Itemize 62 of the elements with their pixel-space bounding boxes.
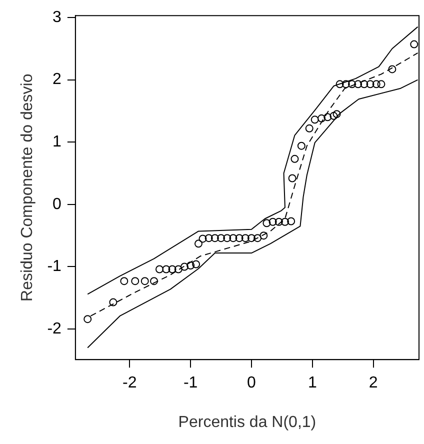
point [168, 265, 176, 274]
point [140, 277, 149, 286]
y-tick-label: 3 [52, 8, 62, 26]
y-tick-label: 2 [52, 71, 62, 88]
point [372, 80, 380, 88]
point [247, 234, 256, 242]
x-axis-title: Percentis da N(0,1) [178, 414, 316, 431]
point [348, 80, 356, 88]
point [268, 218, 277, 226]
point [274, 218, 283, 226]
point [260, 232, 268, 240]
y-tick-label: -1 [47, 258, 62, 276]
point [318, 114, 326, 122]
y-tick-label: 0 [52, 196, 62, 213]
point [241, 234, 250, 242]
point [186, 262, 195, 270]
point [150, 277, 158, 286]
point [410, 40, 418, 48]
point [262, 219, 271, 228]
x-tick-label: 1 [308, 374, 317, 392]
point [210, 234, 219, 242]
x-tick-label: -1 [183, 374, 198, 392]
point [192, 260, 200, 268]
point [305, 124, 314, 132]
point [194, 240, 202, 248]
point [280, 218, 289, 226]
x-tick-label: 2 [368, 374, 378, 392]
y-tick-label: -2 [47, 320, 62, 338]
point [229, 234, 238, 242]
point [332, 110, 341, 118]
point [131, 277, 140, 286]
point [310, 116, 319, 124]
point [330, 112, 338, 120]
point [297, 142, 306, 150]
point [120, 277, 128, 286]
point [223, 234, 232, 242]
point [336, 80, 344, 88]
point [324, 113, 332, 122]
point [174, 265, 182, 274]
point [84, 315, 92, 324]
x-tick-label: -2 [122, 374, 137, 392]
point [354, 80, 362, 88]
point [198, 234, 207, 243]
point [288, 174, 296, 182]
point [180, 262, 188, 271]
y-axis-title: Residuo Componente do desvio [19, 74, 36, 302]
point [162, 265, 170, 274]
point [388, 65, 396, 74]
point [342, 80, 350, 88]
point [235, 234, 244, 242]
point [366, 80, 374, 88]
point [204, 234, 213, 242]
point [287, 217, 296, 226]
point [360, 80, 368, 88]
point [109, 298, 118, 306]
point [254, 234, 262, 242]
point [290, 154, 299, 163]
point [377, 80, 386, 88]
x-tick-label: 0 [247, 374, 256, 392]
point [155, 265, 164, 274]
y-tick-label: 1 [52, 134, 62, 151]
point [217, 234, 226, 242]
